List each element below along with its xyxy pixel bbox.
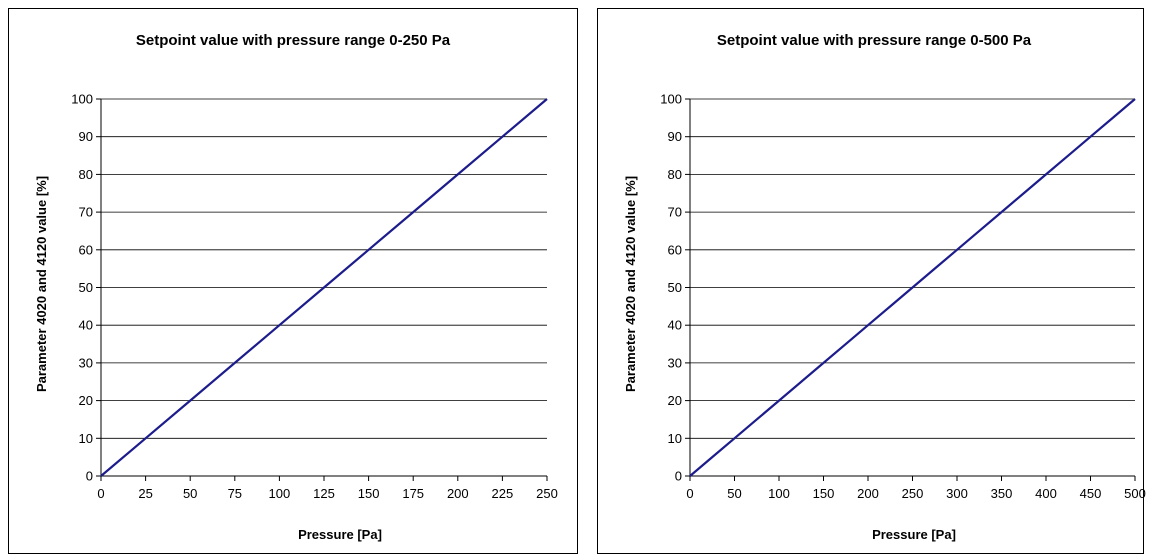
chart-svg-0-250: Setpoint value with pressure range 0-250… <box>34 32 558 542</box>
y-tick-label: 0 <box>675 469 682 484</box>
chart-title: Setpoint value with pressure range 0-500… <box>717 32 1032 49</box>
x-tick-label: 400 <box>1035 486 1057 501</box>
y-tick-label: 50 <box>668 280 682 295</box>
y-tick-label: 20 <box>79 393 93 408</box>
x-tick-label: 200 <box>857 486 879 501</box>
x-axis-label: Pressure [Pa] <box>872 527 956 542</box>
x-tick-label: 250 <box>536 486 558 501</box>
y-tick-label: 10 <box>79 431 93 446</box>
series-line <box>100 98 548 477</box>
chart-panel-0-250: Setpoint value with pressure range 0-250… <box>8 8 578 554</box>
x-tick-label: 125 <box>313 486 335 501</box>
y-tick-label: 70 <box>668 205 682 220</box>
x-tick-label: 150 <box>358 486 380 501</box>
chart-panel-0-500: Setpoint value with pressure range 0-500… <box>597 8 1146 554</box>
y-tick-label: 60 <box>668 242 682 257</box>
y-tick-label: 40 <box>79 318 93 333</box>
x-tick-label: 0 <box>97 486 104 501</box>
y-tick-label: 100 <box>660 92 682 107</box>
y-tick-label: 100 <box>71 92 93 107</box>
x-axis-label: Pressure [Pa] <box>298 527 382 542</box>
x-tick-label: 0 <box>686 486 693 501</box>
y-tick-label: 90 <box>668 129 682 144</box>
x-tick-label: 300 <box>946 486 968 501</box>
y-tick-label: 50 <box>79 280 93 295</box>
y-axis-label: Parameter 4020 and 4120 value [%] <box>623 176 638 392</box>
y-tick-label: 0 <box>86 469 93 484</box>
y-tick-label: 30 <box>668 355 682 370</box>
y-axis-label: Parameter 4020 and 4120 value [%] <box>34 176 49 392</box>
series-line <box>689 98 1136 477</box>
x-tick-label: 50 <box>183 486 197 501</box>
x-tick-label: 200 <box>447 486 469 501</box>
y-tick-label: 70 <box>79 205 93 220</box>
x-tick-label: 250 <box>902 486 924 501</box>
y-tick-label: 80 <box>79 167 93 182</box>
x-tick-label: 350 <box>991 486 1013 501</box>
x-tick-label: 100 <box>269 486 291 501</box>
x-tick-label: 500 <box>1124 486 1146 501</box>
y-tick-label: 10 <box>668 431 682 446</box>
x-tick-label: 450 <box>1080 486 1102 501</box>
x-tick-label: 75 <box>228 486 242 501</box>
x-tick-label: 225 <box>492 486 514 501</box>
y-tick-label: 90 <box>79 129 93 144</box>
y-tick-label: 80 <box>668 167 682 182</box>
y-tick-label: 20 <box>668 393 682 408</box>
x-tick-label: 100 <box>768 486 790 501</box>
x-tick-label: 175 <box>402 486 424 501</box>
chart-svg-0-500: Setpoint value with pressure range 0-500… <box>623 32 1146 542</box>
y-tick-label: 40 <box>668 318 682 333</box>
x-tick-label: 50 <box>727 486 741 501</box>
y-tick-label: 60 <box>79 242 93 257</box>
y-tick-label: 30 <box>79 355 93 370</box>
x-tick-label: 25 <box>138 486 152 501</box>
chart-title: Setpoint value with pressure range 0-250… <box>136 32 451 49</box>
x-tick-label: 150 <box>813 486 835 501</box>
